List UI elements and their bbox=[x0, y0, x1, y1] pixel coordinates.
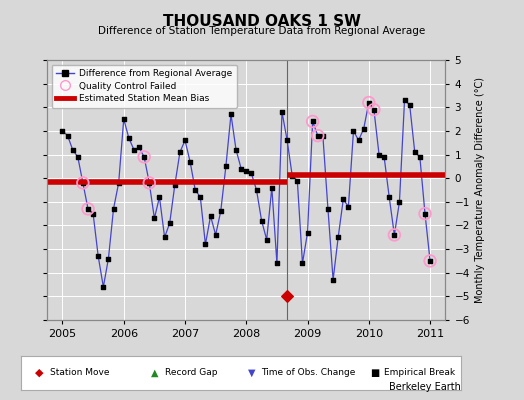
Point bbox=[212, 232, 220, 238]
Point bbox=[110, 206, 118, 212]
Point bbox=[140, 154, 148, 160]
Point bbox=[166, 220, 174, 226]
Point bbox=[309, 118, 317, 125]
Point bbox=[196, 194, 204, 200]
Point bbox=[181, 137, 189, 144]
Point bbox=[79, 180, 87, 186]
Point bbox=[334, 234, 342, 240]
Point bbox=[186, 158, 194, 165]
Point bbox=[375, 151, 383, 158]
Point bbox=[257, 218, 266, 224]
Point bbox=[370, 106, 378, 113]
Point bbox=[104, 255, 113, 262]
Point bbox=[390, 232, 399, 238]
Point bbox=[365, 99, 373, 106]
Point bbox=[242, 168, 250, 174]
Point bbox=[272, 260, 281, 266]
Point bbox=[58, 128, 67, 134]
Point bbox=[278, 109, 286, 115]
Point bbox=[63, 132, 72, 139]
Point bbox=[84, 206, 92, 212]
Point bbox=[354, 137, 363, 144]
Point bbox=[406, 102, 414, 108]
Point bbox=[150, 215, 159, 222]
Y-axis label: Monthly Temperature Anomaly Difference (°C): Monthly Temperature Anomaly Difference (… bbox=[475, 77, 485, 303]
Text: Record Gap: Record Gap bbox=[165, 368, 217, 377]
Text: Time of Obs. Change: Time of Obs. Change bbox=[261, 368, 355, 377]
Point bbox=[222, 163, 230, 170]
Point bbox=[114, 180, 123, 186]
Point bbox=[99, 284, 107, 290]
Point bbox=[283, 293, 291, 300]
Point bbox=[89, 210, 97, 217]
Point bbox=[125, 135, 133, 141]
Text: Berkeley Earth: Berkeley Earth bbox=[389, 382, 461, 392]
Text: ▲: ▲ bbox=[151, 368, 158, 378]
Point bbox=[324, 206, 332, 212]
Point bbox=[293, 177, 301, 184]
Point bbox=[69, 147, 77, 153]
Point bbox=[73, 154, 82, 160]
Point bbox=[263, 236, 271, 243]
Point bbox=[329, 277, 337, 283]
Point bbox=[227, 111, 235, 118]
Point bbox=[119, 116, 128, 122]
Point bbox=[288, 173, 297, 179]
Point bbox=[155, 194, 163, 200]
Point bbox=[201, 241, 210, 248]
Point bbox=[350, 128, 358, 134]
Point bbox=[191, 187, 200, 193]
Point bbox=[206, 213, 215, 219]
Point bbox=[385, 194, 394, 200]
Point bbox=[416, 154, 424, 160]
Point bbox=[171, 182, 179, 188]
Point bbox=[400, 97, 409, 103]
Text: Empirical Break: Empirical Break bbox=[384, 368, 455, 377]
Point bbox=[79, 180, 87, 186]
Text: ▼: ▼ bbox=[248, 368, 255, 378]
Point bbox=[237, 166, 245, 172]
Point bbox=[84, 206, 92, 212]
Point bbox=[426, 258, 434, 264]
Point bbox=[216, 208, 225, 214]
Point bbox=[130, 147, 138, 153]
Point bbox=[135, 144, 143, 151]
Text: ■: ■ bbox=[370, 368, 379, 378]
Legend: Difference from Regional Average, Quality Control Failed, Estimated Station Mean: Difference from Regional Average, Qualit… bbox=[52, 64, 236, 108]
Point bbox=[411, 149, 419, 155]
Point bbox=[176, 149, 184, 155]
Text: Station Move: Station Move bbox=[50, 368, 110, 377]
Text: THOUSAND OAKS 1 SW: THOUSAND OAKS 1 SW bbox=[163, 14, 361, 29]
Point bbox=[421, 210, 429, 217]
Point bbox=[298, 260, 307, 266]
Point bbox=[268, 184, 276, 191]
Point bbox=[313, 132, 322, 139]
Point bbox=[339, 196, 347, 203]
Point bbox=[283, 137, 291, 144]
Point bbox=[94, 253, 102, 259]
Point bbox=[426, 258, 434, 264]
Point bbox=[160, 234, 169, 240]
Point bbox=[395, 199, 403, 205]
Point bbox=[344, 203, 353, 210]
Point bbox=[140, 154, 148, 160]
Point bbox=[145, 180, 154, 186]
Point bbox=[390, 232, 399, 238]
Point bbox=[319, 132, 327, 139]
Point bbox=[380, 154, 388, 160]
Point bbox=[309, 118, 317, 125]
Text: Difference of Station Temperature Data from Regional Average: Difference of Station Temperature Data f… bbox=[99, 26, 425, 36]
Text: ◆: ◆ bbox=[35, 368, 43, 378]
Point bbox=[303, 229, 312, 236]
Point bbox=[145, 180, 154, 186]
Point bbox=[232, 147, 240, 153]
Point bbox=[313, 132, 322, 139]
Point bbox=[359, 125, 368, 132]
Point bbox=[247, 170, 256, 177]
Point bbox=[421, 210, 429, 217]
Point bbox=[253, 187, 261, 193]
Point bbox=[365, 99, 373, 106]
Point bbox=[370, 106, 378, 113]
